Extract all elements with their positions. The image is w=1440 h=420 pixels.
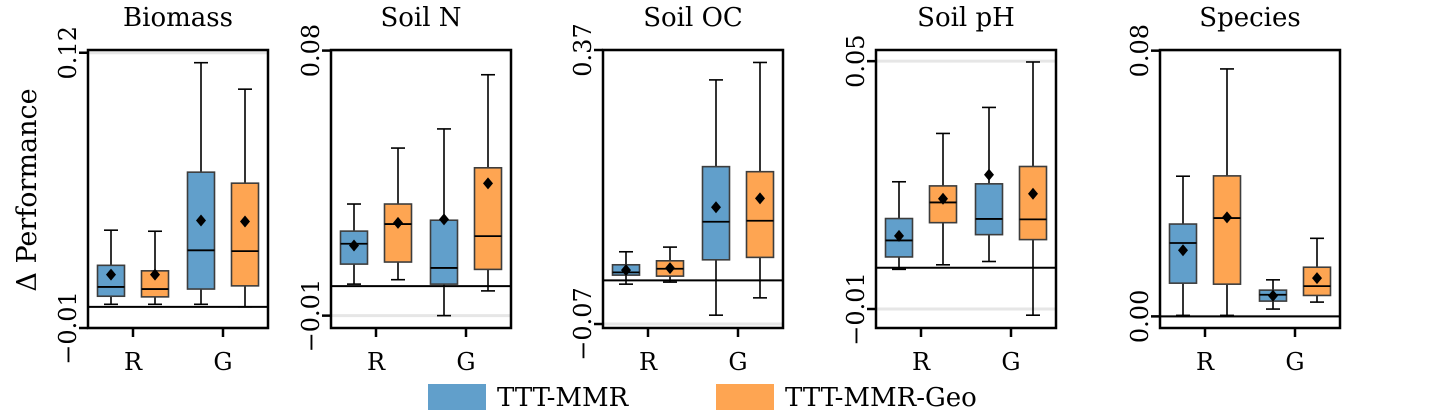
box-iqr	[383, 203, 413, 263]
legend-swatch-ttt-mmr	[428, 384, 486, 410]
legend: TTT-MMR TTT-MMR-Geo	[428, 383, 977, 413]
box-G-ttt-mmr	[186, 61, 216, 306]
plot-frame	[1158, 48, 1342, 330]
y-tick-label: −0.01	[297, 279, 325, 353]
box-iqr	[1168, 223, 1198, 284]
box-R-ttt-mmr	[884, 180, 914, 271]
x-tick-label: R	[1196, 348, 1215, 376]
x-tick-label: R	[639, 348, 658, 376]
x-tick-label: R	[367, 348, 386, 376]
panel-title: Soil N	[380, 3, 461, 33]
box-G-ttt-mmr-geo	[1018, 61, 1048, 316]
box-R-ttt-mmr-geo	[383, 147, 413, 281]
mean-marker	[621, 264, 631, 277]
y-tick-label: −0.07	[569, 287, 597, 361]
plot-frame	[86, 48, 270, 330]
box-R-ttt-mmr	[96, 229, 126, 306]
panel-title: Species	[1199, 3, 1300, 33]
panel-species: Species 0.08 0.00 R G	[1126, 3, 1342, 376]
box-iqr	[186, 171, 216, 290]
box-iqr	[884, 217, 914, 258]
y-tick-label: −0.01	[842, 272, 870, 346]
mean-marker	[240, 215, 250, 228]
legend-label-ttt-mmr: TTT-MMR	[497, 383, 630, 413]
mean-marker	[984, 168, 994, 181]
y-tick-label: 0.08	[1126, 24, 1154, 77]
box-iqr	[429, 219, 459, 285]
box-G-ttt-mmr-geo	[473, 73, 503, 292]
x-tick-label: R	[912, 348, 931, 376]
panel-soil-oc: Soil OC 0.37 −0.07 R G	[569, 3, 785, 376]
mean-marker	[196, 214, 206, 227]
box-G-ttt-mmr-geo	[745, 61, 775, 299]
box-G-ttt-mmr	[701, 79, 731, 316]
box-G-ttt-mmr-geo	[1302, 237, 1332, 303]
box-R-ttt-mmr	[611, 250, 641, 285]
y-tick-label: 0.00	[1126, 290, 1154, 343]
box-R-ttt-mmr	[1168, 175, 1198, 317]
box-G-ttt-mmr	[429, 128, 459, 317]
mean-marker	[1028, 187, 1038, 200]
box-R-ttt-mmr-geo	[1212, 68, 1242, 317]
y-tick-label: 0.37	[569, 23, 597, 76]
box-R-ttt-mmr-geo	[655, 246, 685, 283]
box-iqr	[745, 170, 775, 259]
mean-marker	[349, 239, 359, 252]
legend-swatch-ttt-mmr-geo	[716, 384, 774, 410]
mean-marker	[150, 268, 160, 281]
mean-marker	[755, 192, 765, 205]
mean-marker	[439, 213, 449, 226]
mean-marker	[1222, 211, 1232, 224]
legend-label-ttt-mmr-geo: TTT-MMR-Geo	[785, 383, 977, 413]
mean-marker	[711, 201, 721, 214]
y-axis-label: Δ Performance	[12, 88, 43, 291]
box-iqr	[1212, 175, 1242, 285]
box-G-ttt-mmr	[1258, 279, 1288, 310]
panel-biomass: Biomass 0.12 −0.01 R G	[54, 3, 270, 376]
box-iqr	[974, 183, 1004, 236]
box-G-ttt-mmr	[974, 106, 1004, 263]
box-G-ttt-mmr-geo	[230, 88, 260, 308]
mean-marker	[393, 216, 403, 229]
x-tick-label: R	[124, 348, 143, 376]
plot-frame	[601, 48, 785, 330]
y-tick-label: −0.01	[54, 291, 82, 365]
panel-title: Biomass	[123, 3, 233, 33]
x-tick-label: G	[1001, 348, 1020, 376]
mean-marker	[483, 177, 493, 190]
x-tick-label: G	[728, 348, 747, 376]
x-tick-label: G	[456, 348, 475, 376]
mean-marker	[938, 192, 948, 205]
plot-frame	[874, 48, 1058, 330]
y-tick-label: 0.08	[297, 24, 325, 77]
y-tick-label: 0.12	[54, 26, 82, 79]
box-iqr	[701, 165, 731, 261]
box-iqr	[230, 182, 260, 287]
panel-soil-n: Soil N 0.08 −0.01 R G	[297, 3, 513, 376]
mean-marker	[1312, 272, 1322, 285]
box-R-ttt-mmr	[339, 203, 369, 285]
mean-marker	[106, 268, 116, 281]
box-iqr	[1018, 165, 1048, 241]
panel-soil-ph: Soil pH 0.05 −0.01 R G	[842, 3, 1058, 376]
box-iqr	[1302, 266, 1332, 297]
mean-marker	[665, 262, 675, 275]
mean-marker	[894, 229, 904, 242]
box-R-ttt-mmr-geo	[928, 132, 958, 266]
x-tick-label: G	[1285, 348, 1304, 376]
box-iqr	[339, 230, 369, 265]
mean-marker	[1268, 289, 1278, 302]
box-R-ttt-mmr-geo	[140, 230, 170, 306]
plot-frame	[329, 48, 513, 330]
mean-marker	[1178, 244, 1188, 257]
x-tick-label: G	[213, 348, 232, 376]
panel-title: Soil OC	[643, 3, 743, 33]
y-tick-label: 0.05	[842, 34, 870, 87]
panel-title: Soil pH	[917, 3, 1015, 33]
